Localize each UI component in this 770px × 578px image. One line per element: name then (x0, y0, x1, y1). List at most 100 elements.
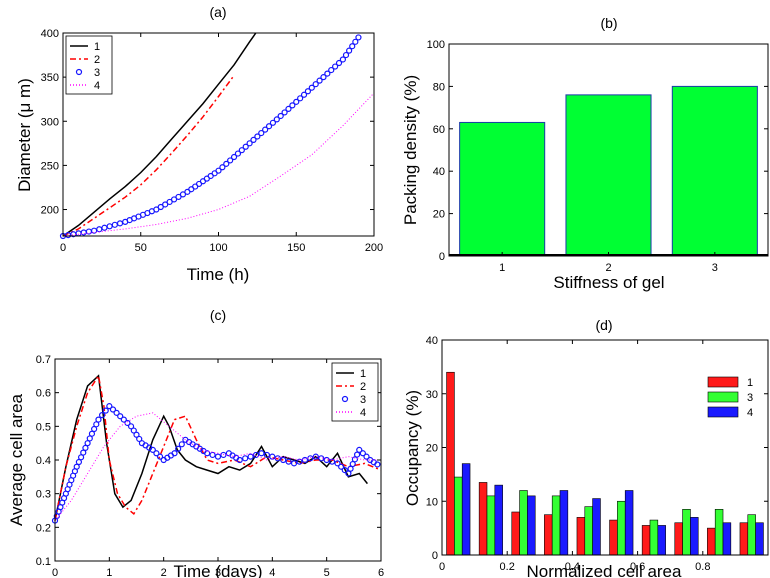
a-series-3-point (227, 157, 234, 164)
a-series-3-point (335, 59, 343, 67)
a-series-3-point (170, 196, 178, 203)
c-xtick-label: 1 (106, 567, 112, 578)
d-bar-s3-bin4 (584, 506, 593, 556)
c-series-3-point (82, 444, 89, 451)
a-series-2-line (62, 74, 235, 237)
a-series-1-line (62, 32, 257, 237)
d-bar-s3-bin5 (617, 500, 626, 556)
d-legend-swatch-4 (707, 406, 739, 418)
c-series-3-point (329, 458, 336, 465)
c-series-3-point (178, 441, 185, 448)
d-xtick-label: 0.8 (695, 561, 710, 573)
c-legend-marker-3 (341, 395, 349, 403)
d-bar-s3-bin6 (649, 519, 659, 556)
b-bar-2 (565, 94, 652, 257)
d-legend-swatch-3 (707, 391, 739, 403)
a-ytick-label: 300 (41, 116, 59, 128)
a-series-3-point (223, 160, 230, 167)
c-xtick-label: 5 (324, 567, 330, 578)
a-legend-label-1: 1 (94, 41, 100, 53)
c-ytick-label: 0.2 (36, 522, 51, 534)
chart-panel-b: 1 2 3 (b) Stiffness of gel Packing density (%… (401, 15, 769, 292)
a-series-3-point (339, 56, 346, 63)
a-series-3-point (277, 112, 284, 120)
a-series-3-point (254, 133, 261, 140)
c-ytick-label: 0.7 (36, 354, 51, 366)
a-title: (a) (209, 4, 226, 20)
c-series-3-point (345, 470, 352, 477)
c-xlabel: Time (days) (173, 562, 262, 578)
c-xtick-label: 3 (215, 567, 221, 578)
c-series-3-point (356, 446, 363, 453)
c-series-3-point (290, 460, 298, 467)
c-series-3-point (156, 453, 164, 460)
c-series-3-point (106, 403, 113, 410)
c-series-3-point (242, 455, 249, 462)
d-xtick-label: 0.6 (630, 561, 645, 573)
d-ytick-label: 10 (426, 496, 438, 508)
b-axes-box (448, 43, 769, 257)
a-legend-marker-3 (75, 68, 83, 76)
a-xtick-label: 150 (287, 242, 305, 254)
a-series-3-point (355, 34, 362, 41)
a-series-3-point (289, 102, 296, 109)
a-ytick-label: 200 (41, 205, 59, 217)
a-series-3-point (116, 220, 124, 227)
d-xtick-label: 0.2 (500, 561, 515, 573)
b-ytick-label: 0 (439, 251, 445, 263)
c-series-2-line (54, 373, 382, 521)
c-series-3-point (353, 451, 361, 458)
a-series-3-point (238, 147, 245, 154)
c-series-3-point (84, 440, 91, 447)
d-bar-s1-bin0 (446, 371, 455, 556)
c-series-3-point (136, 435, 143, 443)
c-series-3-point (258, 450, 265, 457)
a-series-3-point (304, 88, 312, 95)
c-series-4-line (54, 412, 381, 521)
a-series-3-point (230, 153, 238, 161)
c-legend-label-1: 1 (360, 368, 366, 380)
c-ylabel: Average cell area (7, 393, 26, 526)
d-bar-s1-bin9 (739, 522, 749, 556)
b-ytick-label: 100 (427, 39, 445, 51)
c-legend-label-4: 4 (360, 407, 366, 419)
b-ylabel: Packing density (%) (401, 75, 420, 225)
a-series-3 (59, 34, 362, 240)
d-bar-s4-bin1 (494, 484, 503, 556)
b-ytick-label: 20 (433, 209, 445, 221)
c-series-3 (51, 403, 381, 524)
c-series-3-point (153, 450, 160, 457)
d-bar-s4-bin8 (722, 522, 732, 556)
a-series-3-point (346, 47, 353, 54)
d-bar-s3-bin9 (747, 514, 756, 556)
d-ytick-label: 20 (426, 443, 438, 455)
a-ytick-label: 250 (41, 160, 59, 172)
a-series-3-point (75, 230, 82, 237)
a-legend-label-4: 4 (94, 80, 100, 92)
a-xtick-label: 200 (365, 242, 383, 254)
c-series-3-point (102, 407, 109, 414)
c-series-3-point (171, 450, 178, 457)
a-series-3-point (273, 116, 280, 123)
d-bar-s1-bin5 (609, 519, 618, 556)
a-series-3-point (101, 224, 108, 231)
a-series-3-point (157, 203, 164, 211)
a-series-3-point (269, 119, 277, 126)
b-bar-3 (671, 85, 758, 257)
d-xtick-label: 0.4 (565, 561, 580, 573)
c-series-3-point (351, 456, 359, 463)
a-series-3-point (265, 123, 273, 130)
d-bar-s3-bin8 (714, 509, 724, 556)
a-series-3-point (285, 105, 292, 113)
c-ytick-label: 0.6 (36, 388, 51, 400)
c-series-3-point (214, 453, 222, 460)
c-series-3-point (91, 425, 98, 433)
d-xtick-label: 0 (439, 561, 445, 573)
d-legend-label-1: 1 (747, 377, 753, 389)
d-legend-swatch-1 (707, 376, 739, 388)
c-series-3-point (359, 450, 366, 457)
d-bar-s4-bin9 (755, 522, 764, 556)
a-series-3-point (297, 95, 304, 102)
